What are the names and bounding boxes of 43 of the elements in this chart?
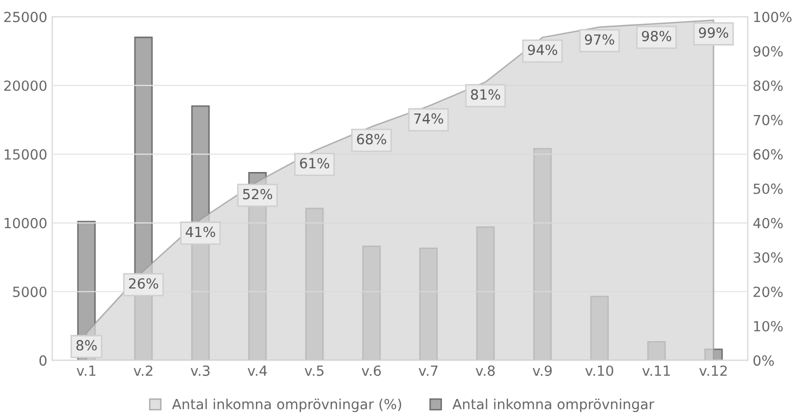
y2-tick-label: 80% [754,80,783,91]
data-label: 81% [471,89,500,100]
y2-tick-label: 60% [754,149,783,160]
data-label: 61% [300,158,330,168]
y2-tick-label: 40% [753,218,783,228]
x-tick-label: v.8 [476,365,495,376]
y-tick-label: 20000 [4,80,46,91]
y2-tick-label: 10% [754,320,783,332]
y2-tick-label: 100% [754,12,792,22]
data-label: 68% [357,134,386,144]
y-tick-label: 15000 [4,149,46,160]
x-tick-label: v.3 [190,365,210,376]
y2-tick-label: 0% [753,355,774,366]
data-label: 94% [528,44,558,56]
y2-tick-label: 90% [753,46,783,57]
y-tick-label: 0 [39,355,46,366]
data-label: 8% [76,340,97,351]
x-tick-label: v.9 [532,365,552,376]
x-tick-label: v.5 [304,366,324,376]
x-tick-label: v.1 [76,366,96,376]
x-tick-label: v.6 [362,365,381,376]
x-tick-label: v.4 [248,366,267,376]
legend-label: Antal inkomna omprövningar (%) [172,398,402,412]
data-label: 99% [698,27,728,38]
data-label: 97% [584,34,614,45]
y-tick-label: 10000 [4,218,46,228]
y2-tick-label: 30% [754,252,783,263]
x-tick-label: v.2 [134,365,152,376]
x-tick-label: v.10 [585,365,614,376]
data-label: 41% [186,226,216,238]
y-tick-label: 25000 [4,12,46,22]
y2-tick-label: 70% [754,114,783,126]
x-tick-label: v.12 [699,365,727,376]
data-label: 74% [414,113,444,124]
data-label: 98% [642,30,672,42]
y2-tick-label: 20% [754,286,783,298]
data-label: 52% [243,188,272,200]
legend-label: Antal inkomna omprövningar [452,398,654,412]
x-tick-label: v.7 [418,366,438,376]
y-tick-label: 5000 [13,286,46,298]
data-label: 26% [129,278,158,289]
y2-tick-label: 50% [754,184,783,194]
x-tick-label: v.11 [642,366,670,376]
